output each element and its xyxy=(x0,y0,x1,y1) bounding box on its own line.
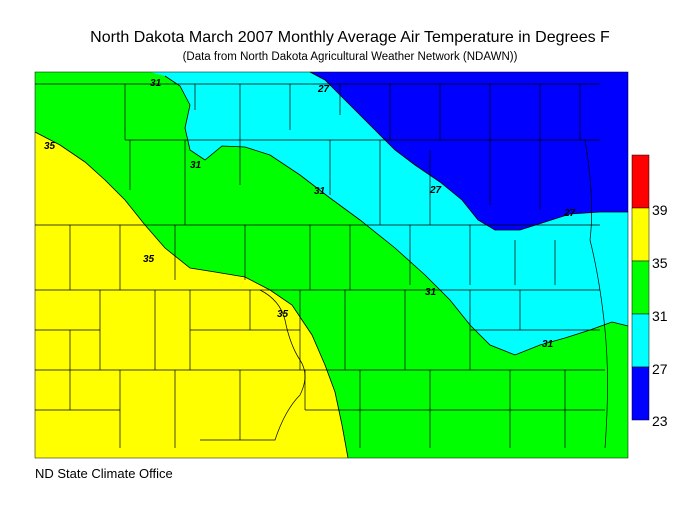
contour-label-35: 35 xyxy=(277,309,289,320)
map-subtitle: (Data from North Dakota Agricultural Wea… xyxy=(182,51,518,63)
contour-label-31: 31 xyxy=(425,287,437,298)
contour-27 xyxy=(309,71,628,231)
contour-labels: 31 31 31 31 31 27 27 27 35 35 35 xyxy=(44,78,576,350)
legend-bin-39-43 xyxy=(631,154,650,209)
legend-tick-39: 39 xyxy=(652,202,668,218)
map-border xyxy=(34,71,629,459)
legend-tick-23: 23 xyxy=(652,413,668,429)
contour-label-27: 27 xyxy=(563,208,576,219)
contour-label-27: 27 xyxy=(317,84,330,95)
contour-31 xyxy=(164,75,629,356)
contour-label-35: 35 xyxy=(143,254,155,265)
contour-label-31: 31 xyxy=(314,186,326,197)
contour-label-31: 31 xyxy=(150,78,162,89)
legend-tick-27: 27 xyxy=(652,361,668,377)
color-legend: 39 35 31 27 23 xyxy=(631,154,668,429)
contour-lines xyxy=(34,71,629,459)
legend-bin-31-35 xyxy=(631,260,650,315)
legend-tick-31: 31 xyxy=(652,308,668,324)
contour-35 xyxy=(34,131,349,459)
legend-tick-35: 35 xyxy=(652,255,668,271)
source-credit: ND State Climate Office xyxy=(35,466,173,481)
contour-label-27: 27 xyxy=(429,185,442,196)
contour-label-35: 35 xyxy=(44,141,56,152)
region-35-39 xyxy=(35,132,348,458)
contour-label-31: 31 xyxy=(190,160,202,171)
map-title: North Dakota March 2007 Monthly Average … xyxy=(90,29,610,46)
contour-label-31: 31 xyxy=(542,339,554,350)
map-area: 31 31 31 31 31 27 27 27 35 35 35 xyxy=(34,71,629,459)
legend-bin-27-31 xyxy=(631,313,650,368)
county-lines xyxy=(35,83,608,449)
region-23-27 xyxy=(310,72,628,230)
legend-bin-23-27 xyxy=(631,366,650,421)
legend-bin-35-39 xyxy=(631,207,650,262)
